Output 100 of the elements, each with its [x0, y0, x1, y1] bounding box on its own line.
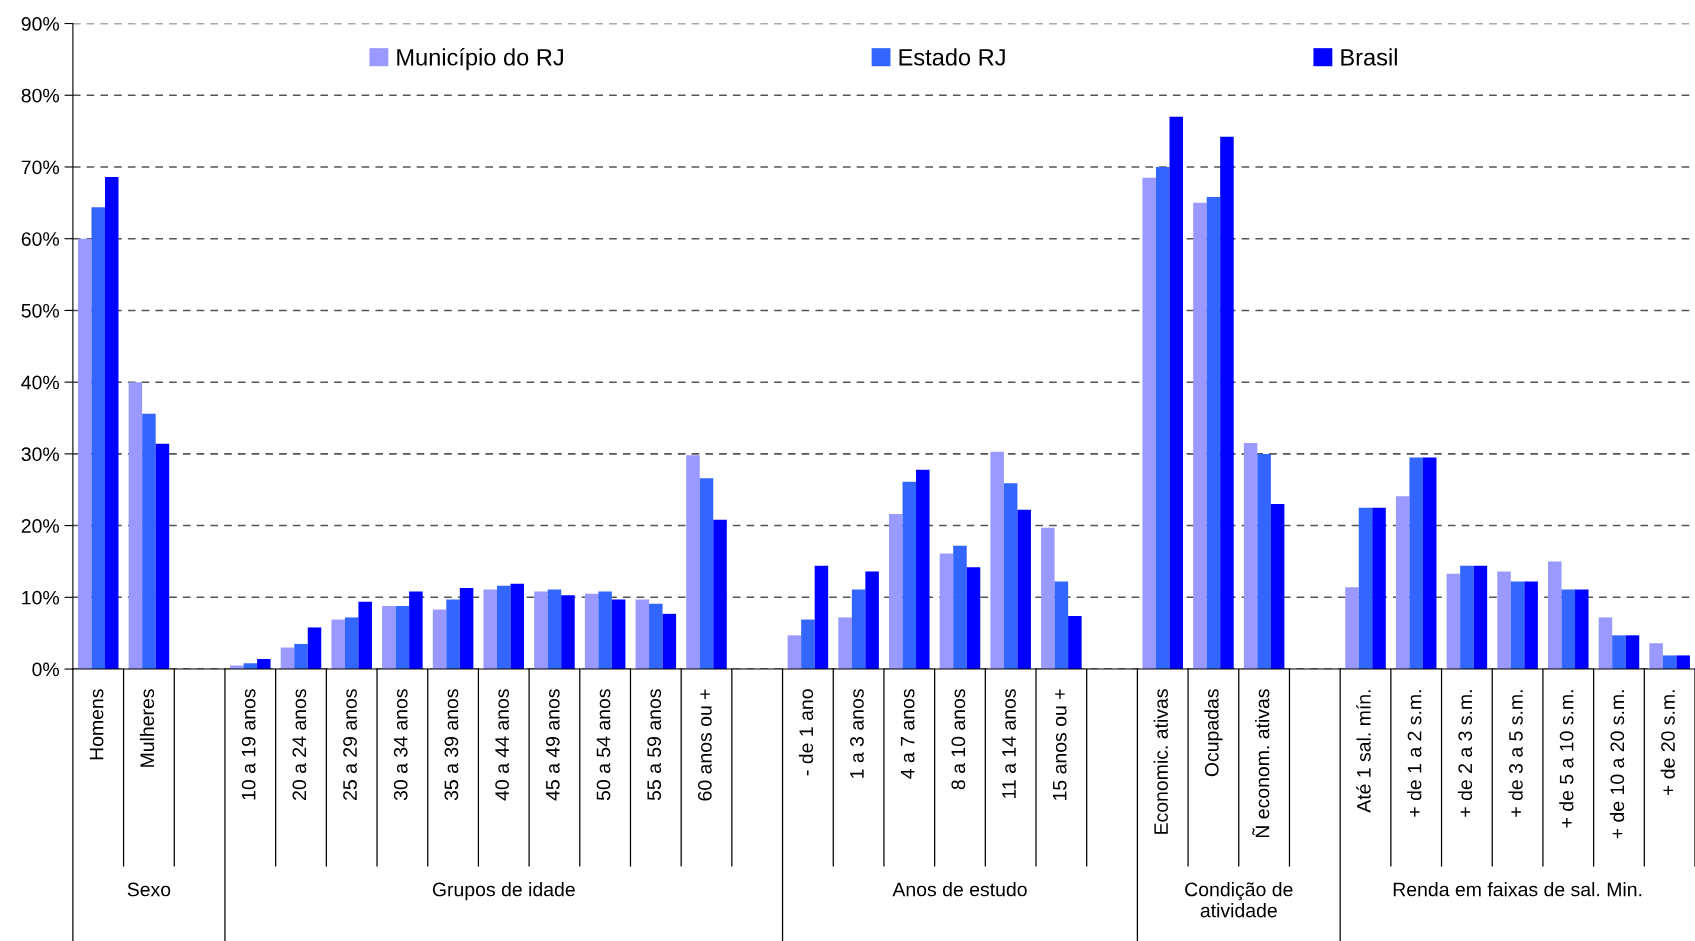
bar: [916, 469, 930, 670]
x-tick-label: 25 a 29 anos: [343, 689, 357, 800]
bar: [1220, 136, 1234, 670]
x-tick-label: 20 a 24 anos: [292, 689, 307, 800]
x-tick-label: Até 1 sal. mín.: [1356, 690, 1371, 813]
y-tick-label: 90%: [21, 16, 59, 31]
legend-label: Município do RJ: [397, 48, 563, 71]
bar: [1345, 587, 1359, 670]
bar: [307, 627, 322, 670]
bar: [611, 599, 626, 670]
x-tick-label: + de 5 a 10 s.m.: [1559, 690, 1574, 828]
y-tick-label: 60%: [21, 232, 59, 246]
bar: [1548, 561, 1562, 670]
text: Anos de estudo: [892, 882, 1027, 897]
bar: [395, 605, 410, 670]
y-tick-label: 70%: [21, 160, 59, 175]
bar: [1612, 635, 1626, 670]
bar: [1446, 573, 1461, 670]
bar: [91, 207, 105, 670]
x-tick-label: 45 a 49 anos: [545, 689, 560, 801]
x-tick-label: 55 a 59 anos: [647, 689, 662, 801]
bar: [584, 593, 599, 670]
text: Grupos de idade: [432, 882, 575, 901]
bar: [497, 585, 511, 670]
x-tick-label: 8 a 10 anos: [951, 689, 966, 790]
x-tick-label: + de 1 a 2 s.m.: [1407, 690, 1422, 817]
bar: [155, 443, 170, 670]
bar: [331, 619, 345, 670]
bar: [814, 565, 829, 670]
x-tick-label: Ocupadas: [1204, 689, 1223, 777]
x-tick-label: + de 3 a 5 s.m.: [1508, 690, 1523, 817]
x-tick-label: 40 a 44 anos: [495, 689, 509, 801]
bar: [409, 591, 423, 670]
x-tick-label: + de 10 a 20 s.m.: [1609, 690, 1625, 839]
bar: [128, 382, 143, 670]
bar: [1676, 655, 1690, 670]
x-tick-label: Economic. ativas: [1153, 689, 1168, 834]
bar: [1625, 635, 1640, 670]
bar: [510, 583, 525, 670]
bar: [534, 591, 548, 670]
bar: [1409, 457, 1423, 670]
x-tick-label: 50 a 54 anos: [596, 689, 611, 801]
bar: [1068, 615, 1082, 670]
bar: [851, 589, 866, 670]
bar: [838, 617, 852, 670]
bar: [902, 481, 917, 670]
x-tick-label: 11 a 14 anos: [1002, 689, 1016, 799]
bar: [483, 589, 497, 670]
bar: [432, 609, 447, 670]
bar: [1575, 589, 1589, 670]
bar: [1649, 643, 1663, 670]
x-tick-label: 30 a 34 anos: [393, 689, 408, 801]
legend-label: Brasil: [1341, 48, 1397, 66]
y-tick-label: 80%: [21, 88, 59, 103]
y-tick-label: 0%: [32, 662, 59, 677]
bar: [1422, 457, 1437, 670]
bar: [889, 514, 903, 670]
bar: [1662, 655, 1677, 670]
bar: [1054, 581, 1069, 670]
bar: [801, 619, 815, 670]
bar: [686, 455, 700, 670]
x-tick-label: Homens: [89, 689, 104, 760]
y-tick-label: 50%: [21, 303, 59, 318]
bar: [1561, 589, 1576, 670]
text: Renda em faixas de sal. Min.: [1393, 882, 1642, 897]
x-tick-label: + de 2 a 3 s.m.: [1457, 690, 1473, 817]
bar: [142, 413, 156, 670]
bar: [1460, 565, 1474, 670]
bar: [1257, 453, 1271, 670]
bar: [344, 617, 359, 670]
bar: [459, 588, 474, 670]
bar: [382, 605, 396, 670]
bar: [662, 613, 677, 670]
bar: [1169, 116, 1184, 670]
x-tick-label: 1 a 3 anos: [850, 689, 864, 778]
bar: [1155, 166, 1170, 670]
bar: [1473, 565, 1488, 670]
bar: [787, 635, 802, 670]
bar: [561, 595, 575, 670]
y-tick-label: 30%: [21, 447, 59, 462]
x-tick-label: Ñ econom. ativas: [1252, 689, 1270, 838]
bar: [1524, 581, 1538, 670]
bar: [713, 519, 727, 670]
x-tick-label: 35 a 39 anos: [444, 689, 459, 801]
bar: [1358, 507, 1373, 670]
bar: [104, 177, 119, 670]
bar: [1206, 197, 1221, 670]
bar: [1142, 177, 1156, 670]
bar: [953, 545, 967, 670]
bar: [1372, 507, 1386, 670]
bar: [1243, 443, 1258, 670]
text: Sexo: [127, 882, 171, 897]
bar: [699, 478, 714, 670]
bar: [939, 553, 954, 670]
x-tick-label: 4 a 7 anos: [900, 689, 915, 779]
bar: [294, 643, 308, 670]
bar: [966, 567, 981, 670]
text: Condição de atividade: [1185, 882, 1293, 918]
bar: [547, 589, 562, 670]
bar: [257, 659, 271, 670]
